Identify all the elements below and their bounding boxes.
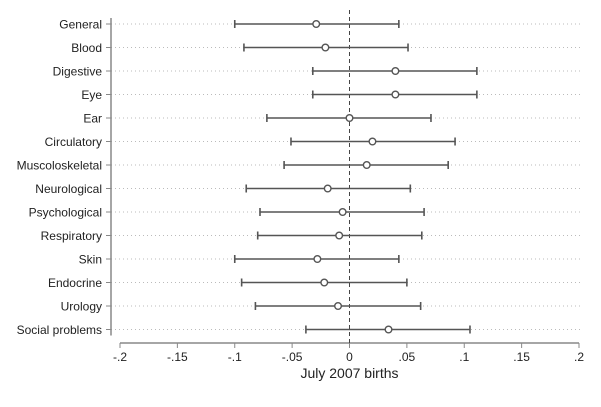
point-estimate	[334, 302, 343, 311]
category-label: Muscoloskeletal	[17, 159, 102, 173]
point-estimate	[320, 278, 329, 287]
category-label: Endocrine	[48, 276, 102, 290]
confidence-intervals	[233, 20, 478, 334]
point-estimate	[313, 254, 322, 263]
point-estimate	[321, 43, 330, 52]
point-estimate	[338, 207, 347, 216]
point-estimate	[362, 160, 371, 169]
point-estimate	[368, 137, 377, 146]
category-label: Ear	[83, 112, 102, 126]
x-tick-label: .2	[574, 350, 584, 364]
category-label: Social problems	[17, 323, 102, 337]
category-label: Eye	[81, 88, 102, 102]
category-label: Urology	[61, 300, 102, 314]
x-tick-label: .05	[399, 350, 416, 364]
point-estimate	[391, 66, 400, 75]
category-label: Blood	[71, 41, 102, 55]
category-labels: General Blood Digestive Eye Ear Circulatory Mu…	[17, 18, 103, 338]
x-tick-label: -.15	[167, 350, 188, 364]
x-axis-title: July 2007 births	[300, 365, 398, 381]
x-tick-label: -.05	[282, 350, 303, 364]
point-estimate	[323, 184, 332, 193]
category-label: Skin	[79, 253, 102, 267]
axes	[106, 18, 580, 348]
point-estimates	[312, 20, 400, 334]
x-tick-label: .1	[459, 350, 469, 364]
x-tick-label: -.1	[228, 350, 242, 364]
x-tick-labels: -.2 -.15 -.1 -.05 0 .05 .1 .15 .2	[113, 350, 584, 364]
category-label: Digestive	[53, 65, 103, 79]
point-estimate	[345, 113, 354, 122]
point-estimate	[335, 231, 344, 240]
x-tick-label: .15	[513, 350, 530, 364]
point-estimate	[384, 325, 393, 334]
category-label: General	[59, 18, 102, 32]
x-tick-label: -.2	[113, 350, 127, 364]
point-estimate	[391, 90, 400, 99]
category-label: Neurological	[35, 182, 102, 196]
category-label: Circulatory	[45, 135, 102, 149]
point-estimate	[312, 20, 321, 29]
gridlines	[111, 23, 581, 330]
category-label: Psychological	[29, 206, 102, 220]
category-label: Respiratory	[41, 229, 102, 243]
x-tick-label: 0	[346, 350, 353, 364]
